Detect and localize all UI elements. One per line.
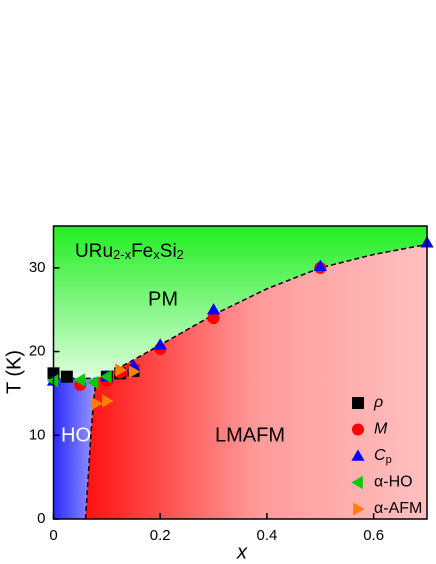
- data-point: [313, 259, 327, 271]
- y-tick-label: 20: [29, 343, 46, 360]
- region-label: PM: [148, 288, 178, 310]
- title-part: Fe: [131, 241, 153, 262]
- y-axis-label: T (K): [3, 350, 25, 394]
- y-tick-label: 10: [29, 426, 46, 443]
- region-ho: [53, 378, 97, 519]
- legend-marker: [352, 423, 364, 436]
- x-tick-label: 0.2: [150, 527, 171, 544]
- y-tick-label: 0: [37, 510, 45, 527]
- data-point: [115, 363, 127, 377]
- region-lmafm: [85, 244, 427, 519]
- legend-name: ρ: [373, 394, 383, 411]
- data-point: [206, 303, 221, 315]
- chart-title: URu2-xFexSi2: [75, 241, 184, 262]
- data-point: [91, 396, 103, 411]
- plot-frame: [52, 225, 428, 520]
- x-tick-label: 0: [49, 527, 57, 544]
- data-point: [100, 370, 112, 384]
- legend-marker: [351, 449, 365, 461]
- title-part: 2: [177, 247, 184, 262]
- region-label: LMAFM: [215, 424, 285, 446]
- legend-label: Cp: [374, 447, 392, 466]
- data-point: [46, 374, 59, 388]
- x-axis-label: x: [236, 541, 248, 563]
- legend-subscript: p: [386, 454, 392, 466]
- y-tick-label: 30: [29, 259, 46, 276]
- data-point: [153, 338, 167, 350]
- legend-name: α-AFM: [374, 500, 422, 517]
- legend-label: α-HO: [374, 474, 413, 491]
- legend-label: M: [374, 421, 388, 438]
- data-point: [207, 312, 220, 325]
- x-tick-label: 0.4: [256, 527, 277, 544]
- legend-marker: [353, 502, 365, 516]
- title-part: 2-x: [113, 247, 132, 262]
- data-point: [128, 365, 141, 379]
- legend-marker: [351, 475, 363, 490]
- title-part: Si: [160, 241, 177, 262]
- x-tick-label: 0.6: [363, 527, 384, 544]
- data-point: [60, 370, 73, 383]
- data-point: [86, 375, 99, 390]
- legend-name: C: [374, 447, 386, 464]
- title-part: URu: [75, 241, 113, 262]
- phase-boundary: [84, 378, 97, 520]
- legend-name: α-HO: [374, 474, 413, 491]
- legend-marker: [352, 397, 364, 409]
- data-point: [102, 394, 114, 408]
- legend-label: ρ: [373, 394, 383, 411]
- region-label: HO: [61, 424, 91, 446]
- data-point: [73, 373, 85, 387]
- legend-label: α-AFM: [374, 500, 422, 517]
- legend-name: M: [374, 421, 388, 438]
- title-part: x: [153, 247, 160, 262]
